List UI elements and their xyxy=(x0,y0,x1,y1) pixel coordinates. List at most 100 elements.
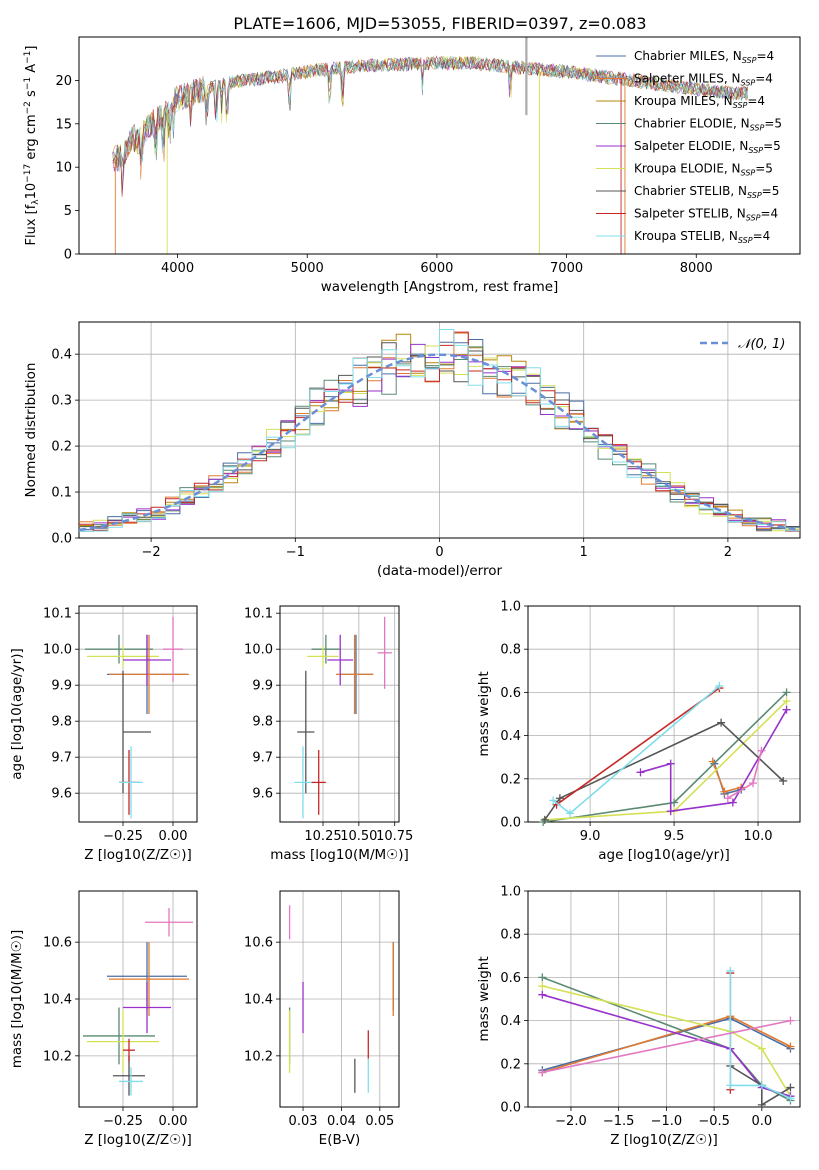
residuals-chart: −2 −1 0 1 2 0.0 0.1 0.2 0.3 0.4 (data-model)/error… xyxy=(23,321,801,579)
x-tick-label: 0.05 xyxy=(365,1114,394,1129)
y-tick-label: 9.8 xyxy=(51,715,72,730)
legend-label: Chabrier STELIB, NSSP=5 xyxy=(634,184,779,200)
y-tick-label: 0.0 xyxy=(51,532,72,547)
legend-label: Salpeter MILES, NSSP=4 xyxy=(634,72,773,88)
x-tick-label: −2.0 xyxy=(555,1114,587,1129)
normal-curve xyxy=(78,353,801,532)
weight-point-marker xyxy=(538,982,547,991)
legend-label: Chabrier ELODIE, NSSP=5 xyxy=(634,117,782,133)
weight-point-marker xyxy=(540,815,549,824)
x-axis-label: Z [log10(Z/Z☉)] xyxy=(84,1132,192,1148)
weight-point-marker xyxy=(549,796,558,805)
y-tick-label: 0.4 xyxy=(51,348,72,363)
legend-label: Kroupa ELODIE, NSSP=5 xyxy=(634,162,773,178)
y-axis-label-part: 10 xyxy=(24,183,39,200)
y-tick-label: 10.0 xyxy=(43,643,72,658)
weight-point-marker xyxy=(757,1044,766,1053)
y-tick-label: 1.0 xyxy=(500,600,521,615)
weight-point-marker xyxy=(726,1081,735,1090)
y-axis-label-part: λ xyxy=(31,199,41,205)
weight-point-marker xyxy=(779,776,788,785)
x-axis-label: mass [log10(M/M☉)] xyxy=(270,847,409,863)
weight-point-marker xyxy=(666,759,675,768)
y-tick-label: 0.4 xyxy=(500,729,521,744)
y-tick-label: 10.1 xyxy=(43,607,72,622)
y-axis-label: Flux [fλ10−17 erg cm−2 s−1 A−1] xyxy=(23,46,41,246)
x-tick-label: 0.04 xyxy=(327,1114,356,1129)
weight-point-marker xyxy=(786,1016,795,1025)
weight-vs-age-chart: 9.0 9.5 10.0 0.0 0.2 0.4 0.6 0.8 1.0 age [log10(a… xyxy=(476,600,801,863)
axes-frame xyxy=(78,605,198,823)
weight-point-marker xyxy=(636,768,645,777)
legend-label: 𝒩(0, 1) xyxy=(738,337,785,352)
y-tick-label: 0.3 xyxy=(51,394,72,409)
y-axis-label-part: erg cm xyxy=(24,114,39,163)
y-axis-label-part: −1 xyxy=(23,51,33,64)
x-axis-label: E(B-V) xyxy=(319,1132,361,1148)
weight-series-line xyxy=(544,721,784,821)
y-tick-label: 0.0 xyxy=(500,816,521,831)
x-axis-label: wavelength [Angstrom, rest frame] xyxy=(321,279,559,295)
y-axis-label: age [log10(age/yr)] xyxy=(9,648,25,780)
y-axis-label: mass weight xyxy=(476,956,492,1041)
x-tick-label: 9.0 xyxy=(580,829,601,844)
weight-vs-Z-chart: −2.0 −1.5 −1.0 −0.5 0.0 0.0 0.2 0.4 0.6 0.8 1.0 Z [… xyxy=(476,885,801,1148)
weight-series-line xyxy=(544,700,788,821)
x-tick-label: −2 xyxy=(142,545,161,560)
y-tick-label: 0.2 xyxy=(500,1057,521,1072)
legend-label: Salpeter ELODIE, NSSP=5 xyxy=(634,139,781,155)
y-tick-label: 9.6 xyxy=(252,787,273,802)
x-tick-label: 0.0 xyxy=(751,1114,772,1129)
y-tick-label: 9.7 xyxy=(252,751,273,766)
x-tick-label: 10.25 xyxy=(304,829,341,844)
weight-point-marker xyxy=(723,794,732,803)
y-axis-label: mass weight xyxy=(476,671,492,756)
weight-point-marker xyxy=(666,807,675,816)
y-tick-label: 9.8 xyxy=(252,715,273,730)
weight-series-line xyxy=(556,687,720,806)
x-axis-label: Z [log10(Z/Z☉)] xyxy=(84,847,192,863)
y-axis-label-part: ] xyxy=(24,46,39,51)
weight-point-marker xyxy=(538,973,547,982)
spectrum-lines xyxy=(112,37,748,254)
y-axis-label-part: Flux [f xyxy=(24,204,39,245)
histogram-step xyxy=(79,329,800,532)
weight-series-line xyxy=(729,970,791,1100)
y-axis-label-part: −2 xyxy=(23,101,33,114)
weight-point-marker xyxy=(757,746,766,755)
x-tick-label: 9.5 xyxy=(664,829,685,844)
y-tick-label: 0.2 xyxy=(51,440,72,455)
x-tick-label: −1 xyxy=(286,545,305,560)
y-tick-label: 9.6 xyxy=(51,787,72,802)
x-tick-label: −1.0 xyxy=(651,1114,683,1129)
y-tick-label: 10 xyxy=(55,161,72,176)
weight-point-marker xyxy=(786,1083,795,1092)
y-tick-label: 0.8 xyxy=(500,643,521,658)
x-tick-label: 10.0 xyxy=(744,829,773,844)
y-tick-label: 20 xyxy=(55,74,72,89)
y-tick-label: 0.4 xyxy=(500,1014,521,1029)
x-tick-label: 8000 xyxy=(680,261,713,276)
weight-series-line xyxy=(542,1019,791,1074)
weight-point-marker xyxy=(748,779,757,788)
figure-title: PLATE=1606, MJD=53055, FIBERID=0397, z=0… xyxy=(233,14,646,33)
x-tick-label: −0.25 xyxy=(103,829,143,844)
x-tick-label: 0.03 xyxy=(289,1114,318,1129)
x-tick-label: −0.25 xyxy=(103,1114,143,1129)
axes-frame xyxy=(78,36,801,255)
y-tick-label: 15 xyxy=(55,117,72,132)
x-tick-label: 0.00 xyxy=(159,1114,188,1129)
weight-point-marker xyxy=(538,990,547,999)
weight-point-marker xyxy=(757,1100,766,1109)
weight-point-marker xyxy=(715,681,724,690)
weight-point-marker xyxy=(757,1081,766,1090)
y-tick-label: 10.2 xyxy=(244,1049,273,1064)
weight-point-marker xyxy=(786,1042,795,1051)
weight-point-marker xyxy=(782,705,791,714)
weight-point-marker xyxy=(786,1094,795,1103)
weight-point-marker xyxy=(717,718,726,727)
y-tick-label: 5 xyxy=(64,204,72,219)
spectrum-series-line xyxy=(112,55,748,172)
